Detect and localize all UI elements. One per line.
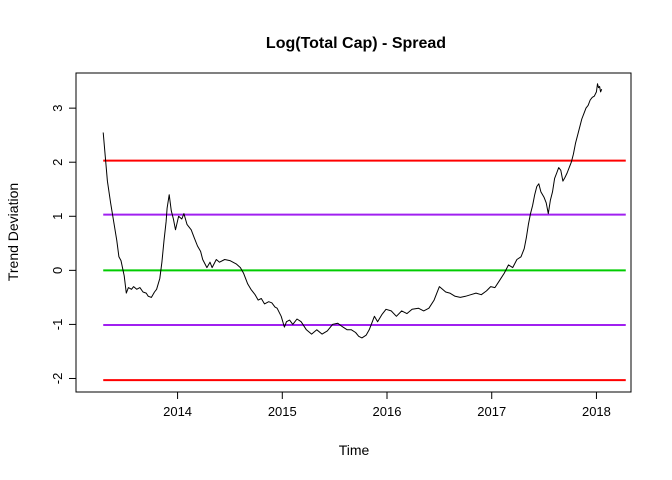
chart-title: Log(Total Cap) - Spread (266, 35, 446, 52)
reference-lines (103, 159, 626, 382)
series-line-0 (102, 83, 603, 339)
y-tick-label: -1 (50, 319, 65, 331)
x-axis: 2014 2015 2016 2017 2018 (163, 391, 611, 419)
y-tick-label: -2 (50, 373, 65, 385)
x-axis-label: Time (339, 442, 370, 458)
series-layer (102, 83, 603, 339)
x-tick-label: 2016 (373, 404, 402, 419)
y-axis: -2 -1 0 1 2 3 (50, 105, 77, 385)
y-tick-label: 3 (50, 105, 65, 112)
x-tick-label: 2015 (268, 404, 297, 419)
y-tick-label: 1 (50, 213, 65, 220)
y-tick-label: 0 (50, 267, 65, 274)
x-tick-label: 2014 (163, 404, 192, 419)
y-tick-label: 2 (50, 159, 65, 166)
plot-frame (75, 72, 632, 393)
y-axis-label: Trend Deviation (5, 183, 21, 281)
x-tick-label: 2018 (582, 404, 611, 419)
x-tick-label: 2017 (477, 404, 506, 419)
